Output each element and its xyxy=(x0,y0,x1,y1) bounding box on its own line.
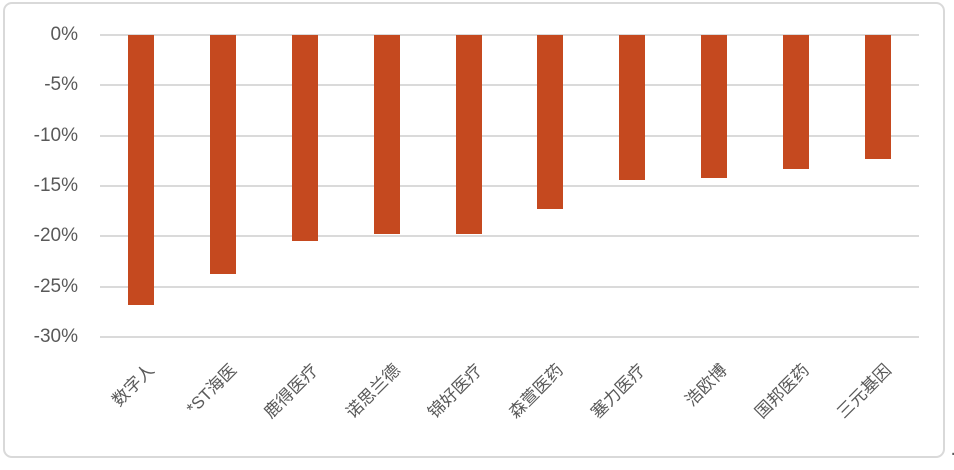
x-axis-category-cell: 浩欧博 xyxy=(673,349,755,454)
x-axis-category-label: 浩欧博 xyxy=(681,360,732,411)
bar xyxy=(701,35,728,178)
bar xyxy=(865,35,892,159)
bar-cell xyxy=(100,35,182,337)
x-axis-category-cell: *ST海医 xyxy=(182,349,264,454)
x-axis-category-label: 塞力医疗 xyxy=(587,360,650,423)
x-axis-category-cell: 国邦医药 xyxy=(752,349,837,454)
x-axis-category-cell: 数字人 xyxy=(100,349,182,454)
x-axis-category-cell: 锦好医疗 xyxy=(424,349,510,454)
x-axis-category-label: 森萱医药 xyxy=(505,360,568,423)
gridline xyxy=(100,134,919,137)
bar xyxy=(783,35,810,169)
x-axis-category-label: 锦好医疗 xyxy=(424,360,486,423)
x-axis-category-label: 诺思兰德 xyxy=(342,360,404,423)
bar xyxy=(537,35,564,210)
bar xyxy=(291,35,318,242)
y-axis-tick-label: -25% xyxy=(33,275,78,297)
bar-cell xyxy=(837,35,919,337)
x-axis-category-cell: 鹿得医疗 xyxy=(260,349,346,454)
x-axis-category-label: 鹿得医疗 xyxy=(260,360,322,423)
gridline xyxy=(100,84,919,87)
bar-cell xyxy=(346,35,428,337)
footer-dot: . xyxy=(950,438,954,461)
y-axis-tick-label: -10% xyxy=(33,124,78,146)
plot-area xyxy=(100,34,919,338)
gridline xyxy=(100,235,919,238)
gridline xyxy=(100,336,919,338)
bar xyxy=(209,35,236,274)
gridline xyxy=(100,185,919,187)
y-axis-tick-label: -30% xyxy=(33,326,78,347)
x-axis-category-label: 数字人 xyxy=(108,360,158,411)
x-axis-category-label: *ST海医 xyxy=(182,360,240,419)
bar-cell xyxy=(591,35,673,337)
x-axis-category-cell: 诺思兰德 xyxy=(342,349,428,454)
bar-cell xyxy=(673,35,755,337)
x-axis-category-label: 国邦医药 xyxy=(751,360,814,423)
x-axis-category-cell: 三元基因 xyxy=(834,349,919,454)
bar xyxy=(127,35,154,305)
bar-cell xyxy=(264,35,346,337)
bar xyxy=(373,35,400,235)
y-axis-tick-label: 0% xyxy=(50,24,78,45)
x-axis-category-cell: 森萱医药 xyxy=(506,349,592,454)
bar xyxy=(619,35,646,180)
y-axis-tick-label: -5% xyxy=(44,74,78,96)
gridline xyxy=(100,34,919,36)
x-axis: 数字人 *ST海医 鹿得医疗 诺思兰德 锦好医疗 森萱医药 塞力医疗 浩欧博 国邦医药 三元基因 xyxy=(100,349,919,454)
x-axis-category-cell: 塞力医疗 xyxy=(588,349,673,454)
x-axis-category-label: 三元基因 xyxy=(833,360,896,423)
bar-cell xyxy=(510,35,592,337)
bar xyxy=(455,35,482,235)
bar-series xyxy=(100,35,919,337)
bar-cell xyxy=(755,35,837,337)
bar-cell xyxy=(182,35,264,337)
bar-cell xyxy=(428,35,510,337)
gridline xyxy=(100,285,919,288)
y-axis-tick-label: -20% xyxy=(33,225,78,247)
y-axis-tick-label: -15% xyxy=(33,175,78,196)
